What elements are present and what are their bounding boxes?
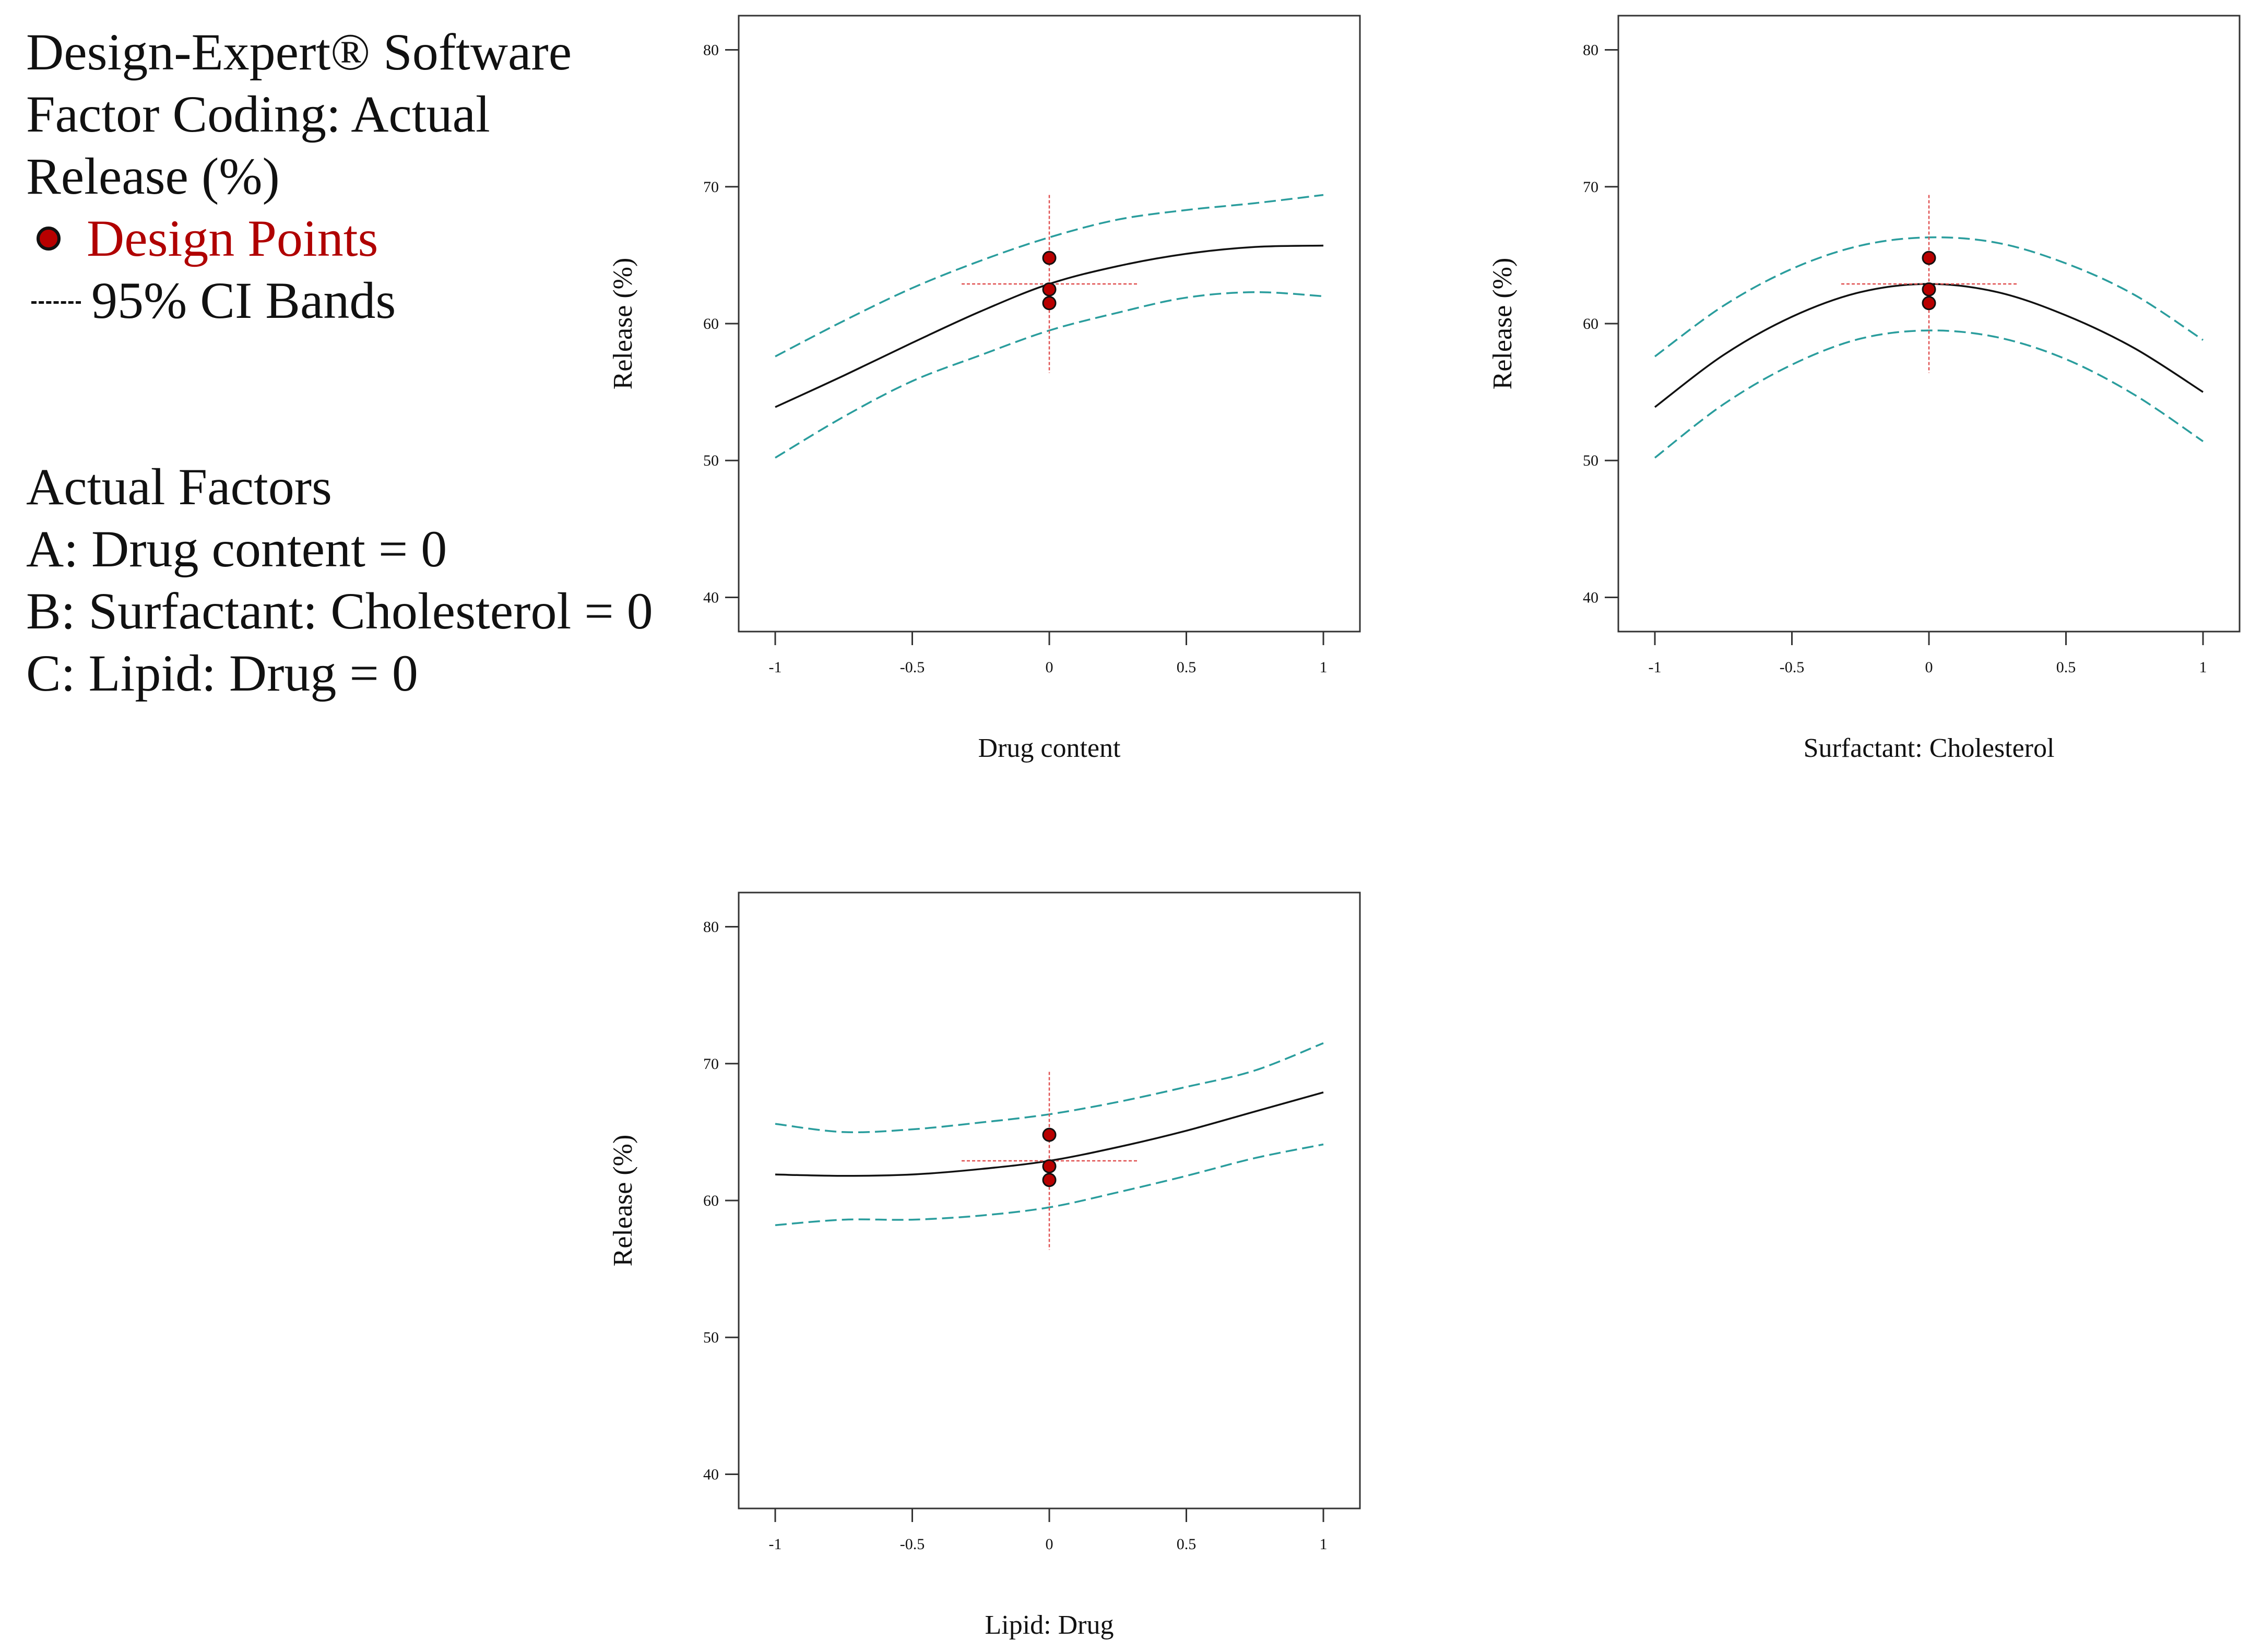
ci-upper-line	[775, 194, 1324, 358]
y-tick-label: 40	[703, 589, 719, 606]
x-tick-label: 0	[1046, 659, 1053, 676]
y-tick-label: 80	[703, 919, 719, 936]
ci-lower-line	[775, 291, 1324, 459]
design-point	[1922, 251, 1936, 265]
x-tick-label: -0.5	[1780, 659, 1805, 676]
y-tick-label: 80	[703, 42, 719, 59]
y-tick-label: 60	[703, 315, 719, 332]
y-axis-title: Release (%)	[1488, 258, 1518, 390]
y-tick-label: 80	[1583, 42, 1598, 59]
ci-lower-line	[1654, 329, 2204, 459]
software-title: Design-Expert® Software	[26, 23, 572, 81]
y-tick-label: 60	[1583, 315, 1598, 332]
factor-a: A: Drug content = 0	[26, 520, 447, 578]
design-point	[1042, 296, 1057, 311]
x-tick-label: 1	[2199, 659, 2207, 676]
factor-c: C: Lipid: Drug = 0	[26, 644, 418, 702]
design-points-legend: Design Points	[26, 207, 663, 269]
x-axis-title: Drug content	[978, 733, 1121, 763]
legend-panel: Design-Expert® Software Factor Coding: A…	[26, 21, 663, 704]
response-name: Release (%)	[26, 147, 280, 205]
dashed-line-icon	[31, 301, 81, 304]
plot-3: 40 50 60 70 80 -1 -0.5 0 0.5 1 Lipid: Drug Release …	[608, 892, 1361, 1640]
design-point-marker-icon	[37, 226, 61, 251]
actual-factors-title: Actual Factors	[26, 458, 332, 516]
x-tick-label: 0.5	[2056, 659, 2076, 676]
x-tick-label: 0	[1046, 1536, 1053, 1553]
y-axis-title: Release (%)	[608, 258, 638, 390]
plot-frame	[1617, 15, 2241, 633]
x-axis-title: Lipid: Drug	[985, 1610, 1114, 1640]
factor-b: B: Surfactant: Cholesterol = 0	[26, 582, 653, 640]
design-point	[1922, 282, 1936, 296]
design-point	[1042, 1127, 1057, 1142]
plot-2: 40 50 60 70 80 -1 -0.5 0 0.5 1 Surfactant: Cholest…	[1488, 15, 2241, 763]
x-tick-label: -0.5	[900, 659, 925, 676]
y-tick-label: 70	[703, 179, 719, 196]
y-tick-label: 40	[703, 1466, 719, 1483]
design-points-label: Design Points	[87, 209, 378, 267]
y-tick-label: 50	[1583, 452, 1598, 469]
y-tick-label: 40	[1583, 589, 1598, 606]
y-tick-label: 60	[703, 1192, 719, 1209]
factor-coding: Factor Coding: Actual	[26, 85, 490, 143]
x-tick-label: 0	[1925, 659, 1933, 676]
x-tick-label: -1	[769, 1536, 782, 1553]
y-tick-label: 70	[703, 1055, 719, 1073]
x-tick-label: -1	[1649, 659, 1662, 676]
y-tick-label: 50	[703, 452, 719, 469]
x-axis-title: Surfactant: Cholesterol	[1804, 733, 2055, 763]
plot-frame	[738, 15, 1361, 633]
ci-bands-legend: 95% CI Bands	[26, 269, 663, 331]
x-tick-label: -0.5	[900, 1536, 925, 1553]
plot-1: 40 50 60 70 80 -1 -0.5 0 0.5 1 Drug content Release…	[608, 15, 1361, 763]
design-point	[1922, 296, 1936, 311]
y-tick-label: 70	[1583, 179, 1598, 196]
ci-lower-line	[775, 1143, 1324, 1226]
y-axis-title: Release (%)	[608, 1135, 638, 1267]
x-tick-label: 0.5	[1177, 659, 1197, 676]
design-point	[1042, 1173, 1057, 1187]
ci-bands-label: 95% CI Bands	[91, 271, 396, 329]
x-tick-label: -1	[769, 659, 782, 676]
y-tick-label: 50	[703, 1329, 719, 1346]
design-point	[1042, 251, 1057, 265]
plot-frame	[738, 892, 1361, 1510]
design-point	[1042, 282, 1057, 296]
x-tick-label: 1	[1320, 1536, 1328, 1553]
x-tick-label: 1	[1320, 659, 1328, 676]
x-tick-label: 0.5	[1177, 1536, 1197, 1553]
design-point	[1042, 1159, 1057, 1173]
